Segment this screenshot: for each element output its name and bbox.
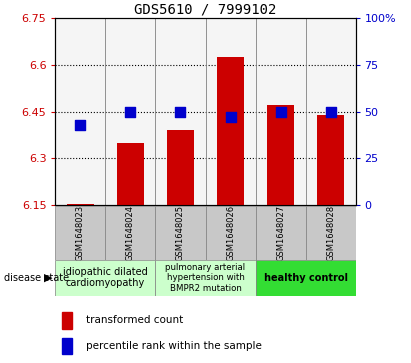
Bar xyxy=(256,206,305,260)
Text: GSM1648027: GSM1648027 xyxy=(276,205,285,261)
Text: GSM1648023: GSM1648023 xyxy=(76,205,85,261)
Text: percentile rank within the sample: percentile rank within the sample xyxy=(86,341,262,351)
Point xyxy=(227,114,234,120)
Bar xyxy=(55,260,155,296)
Bar xyxy=(256,260,356,296)
Bar xyxy=(206,206,256,260)
Bar xyxy=(155,206,206,260)
Text: transformed count: transformed count xyxy=(86,315,184,325)
Bar xyxy=(217,57,244,205)
Text: healthy control: healthy control xyxy=(263,273,348,283)
Point xyxy=(77,122,84,128)
Text: GSM1648024: GSM1648024 xyxy=(126,205,135,261)
Bar xyxy=(155,260,256,296)
Bar xyxy=(55,206,106,260)
Bar xyxy=(267,105,294,205)
Title: GDS5610 / 7999102: GDS5610 / 7999102 xyxy=(134,3,277,17)
Point xyxy=(127,109,134,115)
Text: GSM1648026: GSM1648026 xyxy=(226,205,235,261)
Point xyxy=(277,109,284,115)
Text: GSM1648028: GSM1648028 xyxy=(326,205,335,261)
Bar xyxy=(305,206,356,260)
Text: disease state: disease state xyxy=(4,273,69,283)
Point xyxy=(177,109,184,115)
Text: GSM1648025: GSM1648025 xyxy=(176,205,185,261)
Text: idiopathic dilated
cardiomyopathy: idiopathic dilated cardiomyopathy xyxy=(63,267,148,289)
Bar xyxy=(167,130,194,205)
Text: pulmonary arterial
hypertension with
BMPR2 mutation: pulmonary arterial hypertension with BMP… xyxy=(166,263,245,293)
Text: ▶: ▶ xyxy=(44,273,52,283)
Bar xyxy=(106,206,155,260)
Point xyxy=(327,109,334,115)
Bar xyxy=(67,204,94,205)
Bar xyxy=(117,143,144,205)
Bar xyxy=(317,115,344,205)
